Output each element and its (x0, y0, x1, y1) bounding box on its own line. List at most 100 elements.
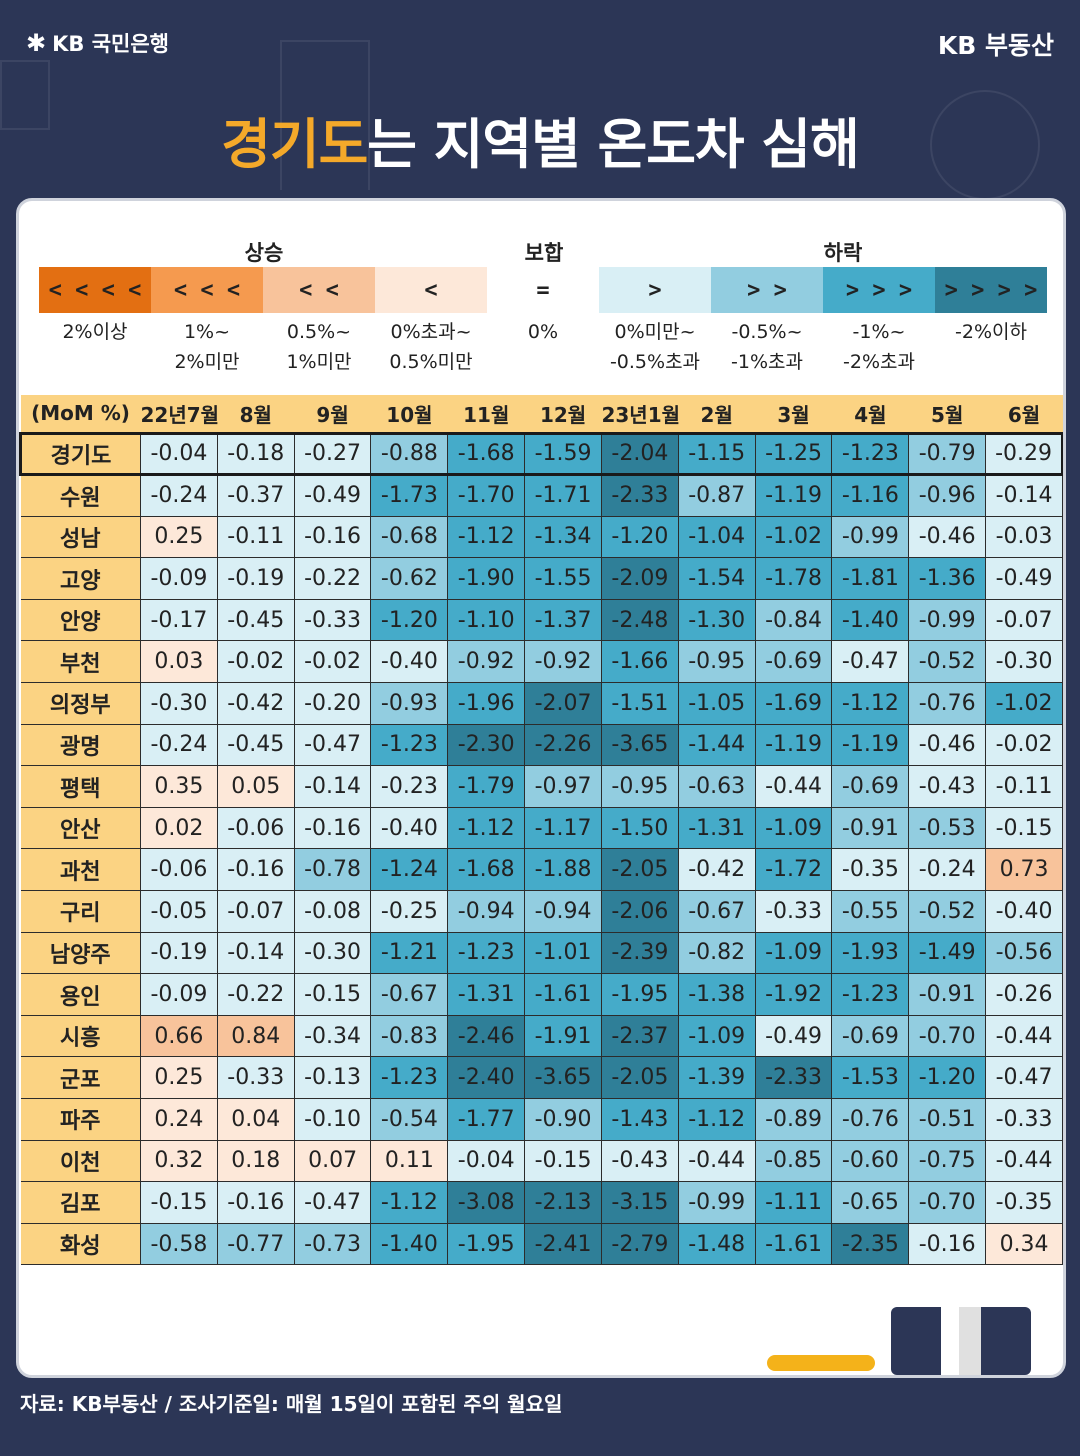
heatmap-cell: -0.15 (293, 973, 372, 1016)
heatmap-cell: -0.33 (985, 1098, 1063, 1141)
heatmap-cell: -1.72 (754, 848, 833, 892)
heatmap-cell: -1.43 (600, 1098, 679, 1141)
heatmap-table: (MoM %) 22년7월 8월 9월 10월 11월 12월 23년1월 2월 3월 4월 5월 6… (19, 395, 1063, 1266)
heatmap-cell: -0.68 (370, 515, 449, 559)
region-label: 광명 (20, 723, 141, 767)
heatmap-cell: -1.01 (524, 931, 602, 975)
heatmap-cell: -2.35 (831, 1222, 910, 1266)
heatmap-cell: -0.49 (293, 474, 372, 517)
region-label: 평택 (20, 765, 141, 808)
heatmap-cell: -0.04 (447, 1139, 526, 1183)
heatmap-cell: -0.55 (831, 890, 910, 933)
legend-description-line: -2%이하 (955, 321, 1027, 343)
heatmap-cell: -0.27 (293, 431, 372, 477)
heatmap-cell: -0.91 (908, 973, 987, 1016)
heatmap-cell: -0.52 (908, 640, 987, 684)
heatmap-cell: -1.17 (524, 806, 602, 850)
legend-description-line: 2%이상 (62, 321, 128, 343)
heatmap-cell: -1.25 (754, 431, 833, 477)
heatmap-cell: -0.42 (677, 848, 756, 892)
heatmap-cell: -0.75 (908, 1139, 987, 1183)
heatmap-cell: 0.66 (140, 1014, 218, 1058)
heatmap-cell: 0.34 (985, 1222, 1063, 1266)
heatmap-cell: -0.76 (908, 682, 987, 725)
heatmap-cell: -0.44 (985, 1139, 1063, 1183)
chart-card: 상승 보합 하락 < < < <2%이상 < < <1%~ 2%미만 < <0.5%~… (16, 198, 1066, 1378)
region-label: 고양 (20, 557, 141, 600)
decorative-block-right (981, 1307, 1031, 1375)
heatmap-cell: -0.15 (985, 806, 1063, 850)
heatmap-cell: -2.26 (524, 723, 602, 767)
table-row: 파주 0.24 0.04 -0.10 -0.54 -1.77 -0.90 -1.43 -1.12… (20, 1098, 1063, 1141)
heatmap-cell: -1.19 (831, 723, 910, 767)
region-label: 파주 (20, 1098, 141, 1141)
heatmap-cell: -0.62 (370, 557, 449, 600)
table-row: 구리 -0.05 -0.07 -0.08 -0.25 -0.94 -0.94 -2.06 -0.… (20, 890, 1063, 933)
heatmap-cell: -0.52 (908, 890, 987, 933)
legend-description: -1%~ -2%초과 (823, 317, 935, 377)
heatmap-cell: -1.16 (831, 474, 910, 517)
heatmap-cell: -1.30 (677, 598, 756, 642)
heatmap-cell: -2.05 (600, 1056, 679, 1099)
heatmap-cell: -1.36 (908, 557, 987, 600)
heatmap-cell: -1.88 (524, 848, 602, 892)
heatmap-cell: -0.87 (677, 474, 756, 517)
heatmap-cell: -0.67 (370, 973, 449, 1016)
heatmap-cell: -1.38 (677, 973, 756, 1016)
heatmap-cell: -0.44 (754, 765, 833, 808)
table-header-row: (MoM %) 22년7월 8월 9월 10월 11월 12월 23년1월 2월 3월 4월 5월 6… (20, 395, 1063, 434)
heatmap-cell: -0.06 (216, 806, 295, 850)
column-header: 3월 (755, 395, 832, 434)
heatmap-cell: -0.42 (216, 682, 295, 725)
heatmap-cell: -0.33 (293, 598, 372, 642)
heatmap-cell: -2.39 (600, 931, 679, 975)
source-footer: 자료: KB부동산 / 조사기준일: 매월 15일이 포함된 주의 월요일 (20, 1392, 563, 1416)
heatmap-cell: -3.65 (600, 723, 679, 767)
heatmap-cell: -0.89 (754, 1098, 833, 1141)
heatmap-cell: 0.35 (140, 765, 218, 808)
heatmap-cell: -1.71 (524, 474, 602, 517)
heatmap-cell: -2.46 (447, 1014, 526, 1058)
legend-description-line: -0.5%~ (731, 321, 803, 343)
heatmap-cell: 0.18 (216, 1139, 295, 1183)
heatmap-cell: 0.11 (370, 1139, 449, 1183)
legend-description: 0%미만~ -0.5%초과 (599, 317, 711, 377)
heatmap-cell: -1.69 (754, 682, 833, 725)
heatmap-cell: -1.09 (754, 931, 833, 975)
heatmap-cell: -2.05 (600, 848, 679, 892)
heatmap-cell: -1.02 (754, 515, 833, 559)
heatmap-cell: -2.06 (600, 890, 679, 933)
heatmap-cell: 0.24 (140, 1098, 218, 1141)
region-label: 군포 (20, 1056, 141, 1099)
table-row: 군포 0.25 -0.33 -0.13 -1.23 -2.40 -3.65 -2.05 -1.3… (20, 1056, 1063, 1099)
heatmap-cell: -0.95 (600, 765, 679, 808)
column-header: 6월 (985, 395, 1063, 434)
heatmap-cell: -1.61 (524, 973, 602, 1016)
region-label: 부천 (20, 640, 141, 684)
heatmap-cell: -0.11 (985, 765, 1063, 808)
table-row: 평택 0.35 0.05 -0.14 -0.23 -1.79 -0.97 -0.95 -0.63… (20, 765, 1063, 808)
heatmap-cell: -2.41 (524, 1222, 602, 1266)
heatmap-cell: -0.65 (831, 1181, 910, 1224)
heatmap-cell: -1.19 (754, 723, 833, 767)
heatmap-cell: -1.09 (754, 806, 833, 850)
legend-group-flat: 보합 (524, 241, 564, 265)
background-board-decoration (0, 60, 50, 130)
heatmap-cell: -2.09 (600, 557, 679, 600)
heatmap-cell: -0.30 (985, 640, 1063, 684)
heatmap-cell: -1.68 (447, 431, 526, 477)
legend-swatch: < < < (151, 267, 263, 313)
heatmap-cell: -0.14 (293, 765, 372, 808)
table-row: 부천 0.03 -0.02 -0.02 -0.40 -0.92 -0.92 -1.66 -0.9… (20, 640, 1063, 684)
column-header: 4월 (831, 395, 909, 434)
heatmap-cell: -0.73 (293, 1222, 372, 1266)
legend-swatch: = (487, 267, 599, 313)
heatmap-cell: -0.94 (447, 890, 526, 933)
legend-description: 0.5%~ 1%미만 (263, 317, 375, 377)
heatmap-cell: -1.48 (677, 1222, 756, 1266)
heatmap-cell: -2.48 (600, 598, 679, 642)
heatmap-cell: -2.13 (524, 1181, 602, 1224)
heatmap-cell: -0.16 (908, 1222, 987, 1266)
heatmap-cell: -0.14 (216, 931, 295, 975)
heatmap-cell: -2.40 (447, 1056, 526, 1099)
